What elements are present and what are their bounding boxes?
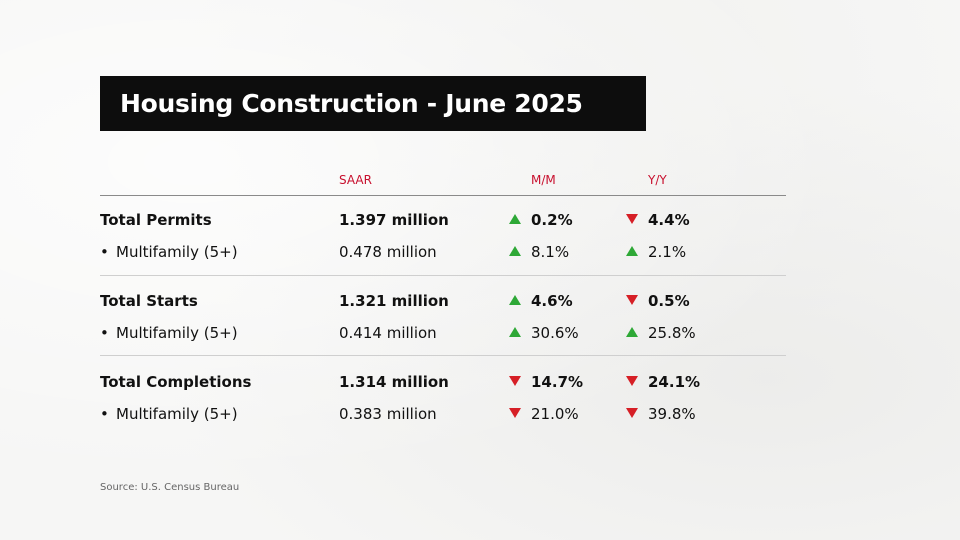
saar-value: 1.314 million — [339, 373, 449, 391]
table-row: • Multifamily (5+) 0.478 million 8.1% 2.1% — [0, 242, 960, 262]
triangle-down-icon — [509, 407, 521, 418]
row-label: • Multifamily (5+) — [100, 404, 238, 424]
bullet-icon: • — [100, 324, 109, 342]
mm-change: 30.6% — [509, 323, 579, 343]
row-label: • Multifamily (5+) — [100, 242, 238, 262]
bullet-icon: • — [100, 243, 109, 261]
title-banner: Housing Construction - June 2025 — [100, 76, 646, 131]
saar-value: 1.397 million — [339, 211, 449, 229]
mm-change: 4.6% — [509, 291, 573, 311]
mm-change-value: 30.6% — [531, 324, 579, 342]
triangle-down-icon — [626, 375, 638, 386]
triangle-down-icon — [626, 294, 638, 305]
table-row: Total Completions 1.314 million 14.7% 24.1% — [0, 372, 960, 392]
yy-change: 4.4% — [626, 210, 690, 230]
row-label-text: Multifamily (5+) — [116, 243, 238, 261]
triangle-up-icon — [626, 326, 638, 337]
yy-change-value: 0.5% — [648, 292, 690, 310]
yy-change-value: 4.4% — [648, 211, 690, 229]
yy-change-value: 39.8% — [648, 405, 696, 423]
mm-change-value: 21.0% — [531, 405, 579, 423]
row-label-text: Multifamily (5+) — [116, 405, 238, 423]
column-header-yy: Y/Y — [648, 173, 667, 187]
mm-change-value: 14.7% — [531, 373, 584, 391]
yy-change-value: 24.1% — [648, 373, 701, 391]
yy-change: 2.1% — [626, 242, 686, 262]
triangle-up-icon — [509, 245, 521, 256]
triangle-up-icon — [509, 326, 521, 337]
mm-change: 8.1% — [509, 242, 569, 262]
table-row: • Multifamily (5+) 0.383 million 21.0% 39.8% — [0, 404, 960, 424]
yy-change: 39.8% — [626, 404, 696, 424]
table-row: Total Starts 1.321 million 4.6% 0.5% — [0, 291, 960, 311]
row-label-text: Total Permits — [100, 211, 212, 229]
triangle-up-icon — [509, 294, 521, 305]
table-row: Total Permits 1.397 million 0.2% 4.4% — [0, 210, 960, 230]
column-header-mm: M/M — [531, 173, 556, 187]
group-divider-1 — [100, 275, 786, 276]
mm-change-value: 4.6% — [531, 292, 573, 310]
triangle-up-icon — [626, 245, 638, 256]
row-label-text: Total Starts — [100, 292, 198, 310]
mm-change-value: 8.1% — [531, 243, 570, 261]
saar-value: 0.383 million — [339, 405, 437, 423]
row-label: Total Permits — [100, 210, 212, 230]
yy-change: 25.8% — [626, 323, 696, 343]
yy-change-value: 25.8% — [648, 324, 696, 342]
mm-change: 21.0% — [509, 404, 579, 424]
triangle-up-icon — [509, 213, 521, 224]
triangle-down-icon — [626, 213, 638, 224]
saar-value: 0.478 million — [339, 243, 437, 261]
row-label: Total Starts — [100, 291, 198, 311]
row-label: • Multifamily (5+) — [100, 323, 238, 343]
bullet-icon: • — [100, 405, 109, 423]
chart-title: Housing Construction - June 2025 — [120, 89, 583, 118]
yy-change: 0.5% — [626, 291, 690, 311]
saar-value: 1.321 million — [339, 292, 449, 310]
row-label: Total Completions — [100, 372, 251, 392]
mm-change: 14.7% — [509, 372, 583, 392]
saar-value: 0.414 million — [339, 324, 437, 342]
row-label-text: Total Completions — [100, 373, 252, 391]
yy-change-value: 2.1% — [648, 243, 687, 261]
table-row: • Multifamily (5+) 0.414 million 30.6% 25.8% — [0, 323, 960, 343]
group-divider-2 — [100, 355, 786, 356]
column-header-saar: SAAR — [339, 173, 372, 187]
mm-change-value: 0.2% — [531, 211, 573, 229]
triangle-down-icon — [626, 407, 638, 418]
mm-change: 0.2% — [509, 210, 573, 230]
triangle-down-icon — [509, 375, 521, 386]
row-label-text: Multifamily (5+) — [116, 324, 238, 342]
yy-change: 24.1% — [626, 372, 700, 392]
header-divider — [100, 195, 786, 196]
source-note: Source: U.S. Census Bureau — [100, 482, 240, 493]
